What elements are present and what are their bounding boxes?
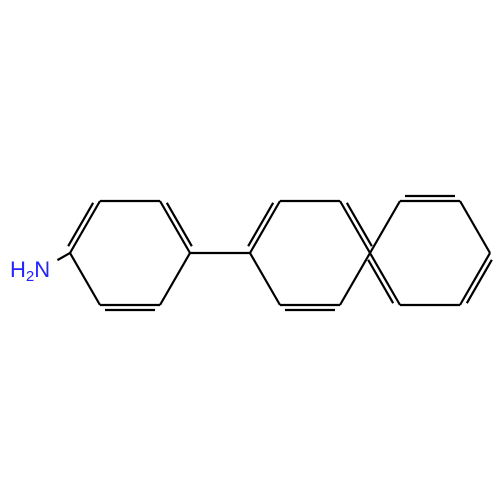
bond [57,253,70,260]
molecule-diagram: H2N [0,0,500,500]
bond [340,201,370,253]
bond [167,203,192,246]
bond [467,260,492,303]
bond [340,253,370,305]
bond [250,201,280,253]
bond [160,253,190,305]
bond [70,253,100,305]
bond [460,201,490,253]
bond [347,203,372,246]
bond [370,253,400,305]
bond [460,253,490,305]
amine-label: H2N [10,257,50,285]
bond [68,203,93,246]
bond [250,253,280,305]
bond [368,260,393,303]
bond [370,201,400,253]
bond [160,201,190,253]
bond [70,201,100,253]
bond [248,203,273,246]
